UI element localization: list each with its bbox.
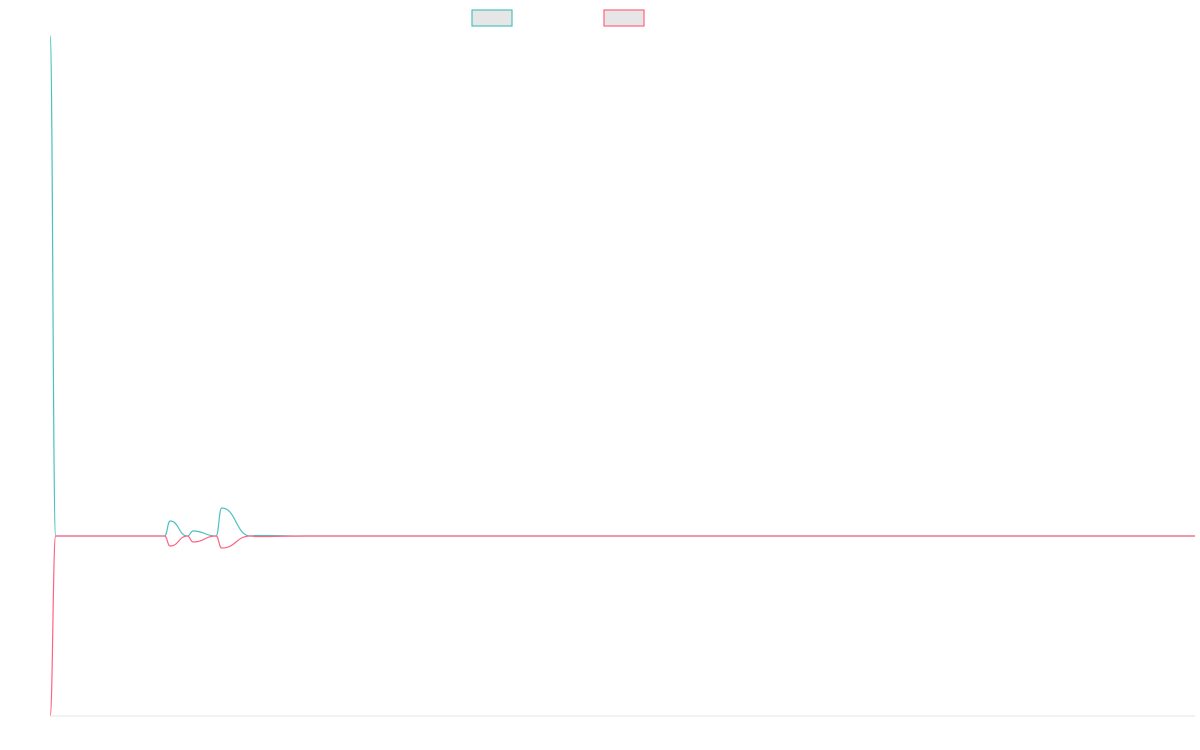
series-line-2 — [49, 535, 1195, 717]
series-line-1 — [49, 35, 1195, 537]
legend-swatch-2[interactable] — [603, 9, 645, 27]
legend — [471, 9, 645, 27]
legend-swatch-1[interactable] — [471, 9, 513, 27]
plot-area — [49, 35, 1195, 717]
